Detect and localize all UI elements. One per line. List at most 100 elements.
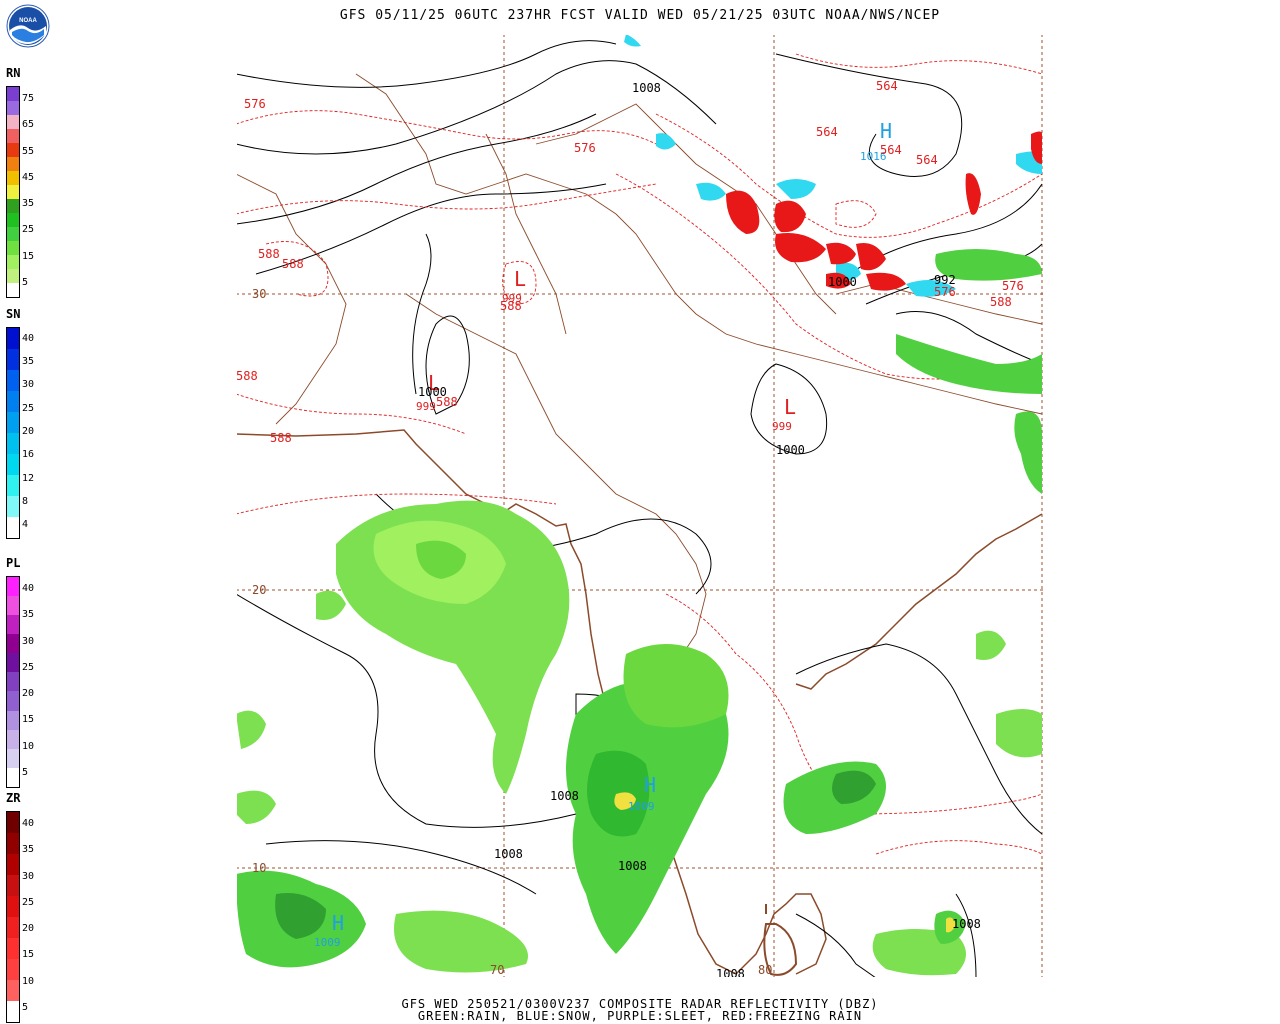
legend-snow-swatch — [7, 454, 19, 475]
legend-snow-label: 20 — [22, 426, 35, 437]
legend-rain-swatch — [7, 199, 19, 213]
legend-rain-swatch — [7, 269, 19, 283]
legend-sleet-title: PL — [6, 556, 21, 570]
legend-snow-swatch — [7, 412, 19, 433]
logo-text: NOAA — [19, 18, 37, 24]
height-label: 588 — [436, 395, 458, 409]
isobar-label: 1008 — [952, 917, 981, 931]
coordinate-labels: 30 20 10 70 80 — [252, 287, 772, 977]
height-label: 588 — [990, 295, 1012, 309]
height-label: 576 — [1002, 279, 1024, 293]
low-center-symbol: L — [428, 371, 440, 395]
legend-sleet-label: 10 — [22, 740, 35, 752]
height-label: 576 — [244, 97, 266, 111]
legend-rain-swatch — [7, 241, 19, 255]
isobar-label: 1008 — [618, 859, 647, 873]
legend-rain-label: 65 — [22, 119, 35, 131]
legend-rain-swatch — [7, 255, 19, 269]
legend-freezing-rain-label: 20 — [22, 923, 35, 935]
legend-freezing-rain-swatch — [7, 854, 19, 875]
height-label: 564 — [816, 125, 838, 139]
lon-label-70: 70 — [490, 963, 504, 977]
legend-snow-label: 12 — [22, 472, 35, 484]
legend-snow-label: 35 — [22, 356, 35, 367]
lat-label-10: 10 — [252, 861, 266, 875]
height-label: 564 — [916, 153, 938, 167]
admin-boundaries — [236, 73, 1043, 695]
legend-snow-swatch — [7, 517, 19, 538]
legend-rain-label: 45 — [22, 171, 35, 183]
high-center-symbol: H — [332, 911, 344, 935]
legend-snow-label: 30 — [22, 379, 35, 391]
high-center-value: 1009 — [314, 936, 341, 949]
legend-snow-swatch — [7, 349, 19, 370]
legend-rain-swatch — [7, 213, 19, 227]
isobar-label: 1008 — [716, 967, 745, 978]
height-label: 588 — [282, 257, 304, 271]
legend-freezing-rain-swatch — [7, 959, 19, 980]
high-center-value: 1016 — [860, 150, 887, 163]
height-label: 564 — [876, 79, 898, 93]
legend-snow-swatch — [7, 391, 19, 412]
isobar-label: 1000 — [418, 385, 447, 399]
legend-rain-swatch — [7, 115, 19, 129]
pressure-centers: H 1016 L 999 L 999 L 999 H 1009 H 1009 — [314, 119, 892, 949]
height-label: 564 — [880, 143, 902, 157]
legend-snow-label: 16 — [22, 449, 35, 461]
isobar-label: 1000 — [828, 275, 857, 289]
legend-sleet-label: 20 — [22, 688, 35, 700]
rain-areas — [236, 249, 1042, 976]
legend-sleet-swatch — [7, 672, 19, 692]
lon-label-80: 80 — [758, 963, 772, 977]
legend-rain-swatch — [7, 157, 19, 171]
high-center-value: 1009 — [628, 800, 655, 813]
lat-label-20: 20 — [252, 583, 266, 597]
high-center-symbol: H — [880, 119, 892, 143]
legend-sleet-swatch — [7, 691, 19, 711]
legend-sleet-label: 5 — [22, 766, 29, 778]
lat-label-30: 30 — [252, 287, 266, 301]
legend-rain-label: 25 — [22, 224, 35, 236]
low-center-value: 999 — [502, 292, 522, 305]
legend-snow-swatch — [7, 496, 19, 517]
legend-rain-label: 5 — [22, 276, 29, 288]
legend-freezing-rain-bar — [6, 811, 20, 1023]
low-center-symbol: L — [784, 395, 796, 419]
legend-sleet-swatch — [7, 634, 19, 654]
legend-rain-label: 15 — [22, 250, 35, 262]
legend-freezing-rain-swatch — [7, 896, 19, 917]
legend-snow-label: 4 — [22, 519, 29, 531]
legend-rain-swatch — [7, 101, 19, 115]
legend-freezing-rain-swatch — [7, 938, 19, 959]
legend-rain-swatch — [7, 171, 19, 185]
legend-freezing-rain-label: 5 — [22, 1001, 29, 1013]
freezing-rain-areas — [726, 131, 1042, 291]
legend-sleet-swatch — [7, 615, 19, 635]
legend-sleet-swatch — [7, 653, 19, 673]
legend-sleet-label: 15 — [22, 714, 35, 726]
height-label: 588 — [258, 247, 280, 261]
height-label: 576 — [574, 141, 596, 155]
legend-freezing-rain-title: ZR — [6, 791, 21, 805]
legend-rain-swatch — [7, 227, 19, 241]
legend-rain-label: 35 — [22, 198, 35, 210]
legend-freezing-rain-swatch — [7, 917, 19, 938]
low-center-value: 999 — [772, 420, 792, 433]
legend-sleet-swatch — [7, 748, 19, 768]
legend-freezing-rain-label: 30 — [22, 870, 35, 882]
legend-rain-label: 55 — [22, 145, 35, 157]
isobar-label: 1008 — [632, 81, 661, 95]
legend-snow-label: 25 — [22, 402, 35, 414]
legend-snow-swatch — [7, 475, 19, 496]
forecast-map: 30 20 10 70 80 H 1016 L 999 L 999 L 999 … — [236, 34, 1044, 978]
legend-snow-swatch — [7, 328, 19, 349]
height-label: 588 — [270, 431, 292, 445]
legend-sleet-label: 30 — [22, 635, 35, 647]
footer-product-line: GFS WED 250521/0300V237 COMPOSITE RADAR … — [401, 997, 879, 1011]
height-label: 576 — [934, 285, 956, 299]
noaa-logo: NOAA — [6, 4, 50, 48]
low-center-value: 999 — [416, 400, 436, 413]
legend-freezing-rain-label: 15 — [22, 949, 35, 961]
legend-sleet-swatch — [7, 710, 19, 730]
legend-rain-swatch — [7, 283, 19, 297]
